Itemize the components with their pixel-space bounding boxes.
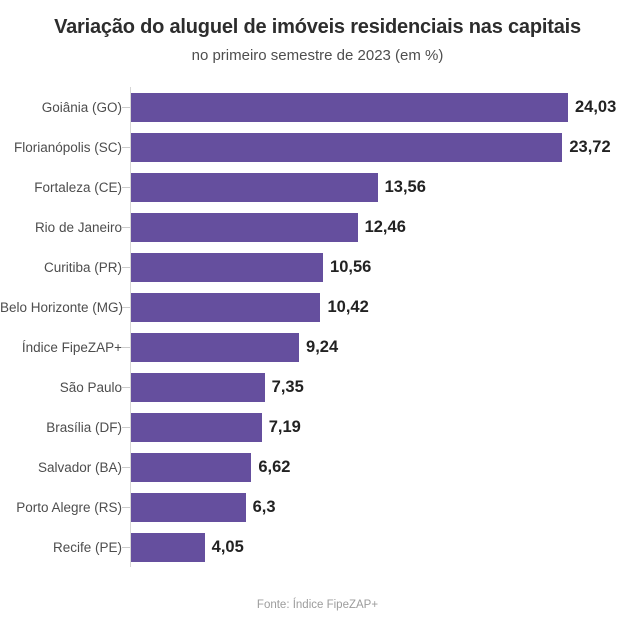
axis-tick <box>122 386 130 388</box>
source-note: Fonte: Índice FipeZAP+ <box>256 599 379 611</box>
category-label: Porto Alegre (RS) <box>16 499 122 515</box>
axis-tick <box>122 506 130 508</box>
chart-row: Porto Alegre (RS) 6,3 <box>0 487 635 527</box>
bar <box>131 292 321 322</box>
value-label: 6,62 <box>258 457 291 476</box>
category-label: Índice FipeZAP+ <box>21 339 122 355</box>
value-label: 6,3 <box>252 497 276 516</box>
chart-row: Índice FipeZAP+ 9,24 <box>0 327 635 367</box>
bar <box>131 92 568 122</box>
bar-area: 7,35 <box>130 367 635 407</box>
bar-area: 13,56 <box>130 167 635 207</box>
value-label: 10,56 <box>330 257 372 276</box>
bar-area: 6,62 <box>130 447 635 487</box>
chart-row: Rio de Janeiro 12,46 <box>0 207 635 247</box>
axis-tick <box>122 106 130 108</box>
bar <box>131 452 252 482</box>
chart-row: Curitiba (PR) 10,56 <box>0 247 635 287</box>
value-label: 24,03 <box>575 97 617 116</box>
axis-tick <box>122 266 130 268</box>
bar <box>131 252 324 282</box>
axis-tick <box>122 186 130 188</box>
bar-area: 7,19 <box>130 407 635 447</box>
axis-tick <box>122 346 130 348</box>
value-label: 7,35 <box>271 377 304 396</box>
chart-title: Variação do aluguel de imóveis residenci… <box>54 16 581 38</box>
bar <box>131 332 300 362</box>
axis-tick <box>122 146 130 148</box>
bar-area: 23,72 <box>130 127 635 167</box>
bar-area: 4,05 <box>130 527 635 567</box>
bar-chart: Goiânia (GO) 24,03 Florianópolis (SC) 23… <box>0 87 635 567</box>
axis-tick <box>122 546 130 548</box>
bar-area: 24,03 <box>130 87 635 127</box>
value-label: 4,05 <box>211 537 244 556</box>
chart-row: São Paulo 7,35 <box>0 367 635 407</box>
value-label: 10,42 <box>327 297 369 316</box>
bar <box>131 212 358 242</box>
value-label: 12,46 <box>364 217 406 236</box>
bar-area: 6,3 <box>130 487 635 527</box>
chart-row: Fortaleza (CE) 13,56 <box>0 167 635 207</box>
category-label: Florianópolis (SC) <box>13 139 122 155</box>
category-label: Curitiba (PR) <box>43 259 122 275</box>
bar-area: 10,56 <box>130 247 635 287</box>
bar <box>131 492 246 522</box>
axis-tick <box>122 226 130 228</box>
bar <box>131 372 265 402</box>
bar <box>131 532 205 562</box>
category-label: Fortaleza (CE) <box>34 179 122 195</box>
value-label: 7,19 <box>268 417 301 436</box>
category-label: São Paulo <box>59 379 122 395</box>
value-label: 23,72 <box>569 137 611 156</box>
bar-area: 9,24 <box>130 327 635 367</box>
chart-row: Recife (PE) 4,05 <box>0 527 635 567</box>
bar-area: 12,46 <box>130 207 635 247</box>
category-label: Recife (PE) <box>52 539 122 555</box>
chart-row: Florianópolis (SC) 23,72 <box>0 127 635 167</box>
chart-subtitle: no primeiro semestre de 2023 (em %) <box>191 47 444 64</box>
category-label: Brasília (DF) <box>46 419 122 435</box>
bar <box>131 412 262 442</box>
chart-row: Brasília (DF) 7,19 <box>0 407 635 447</box>
value-label: 9,24 <box>306 337 339 356</box>
chart-row: Goiânia (GO) 24,03 <box>0 87 635 127</box>
axis-tick <box>122 426 130 428</box>
axis-tick <box>122 306 130 308</box>
value-label: 13,56 <box>384 177 426 196</box>
category-label: Goiânia (GO) <box>41 99 122 115</box>
bar <box>131 132 563 162</box>
chart-header: Variação do aluguel de imóveis residenci… <box>0 0 635 65</box>
bar <box>131 172 378 202</box>
category-label: Rio de Janeiro <box>34 219 122 235</box>
bar-area: 10,42 <box>130 287 635 327</box>
category-label: Belo Horizonte (MG) <box>0 299 124 315</box>
chart-row: Belo Horizonte (MG) 10,42 <box>0 287 635 327</box>
category-label: Salvador (BA) <box>37 459 122 475</box>
chart-row: Salvador (BA) 6,62 <box>0 447 635 487</box>
axis-tick <box>122 466 130 468</box>
